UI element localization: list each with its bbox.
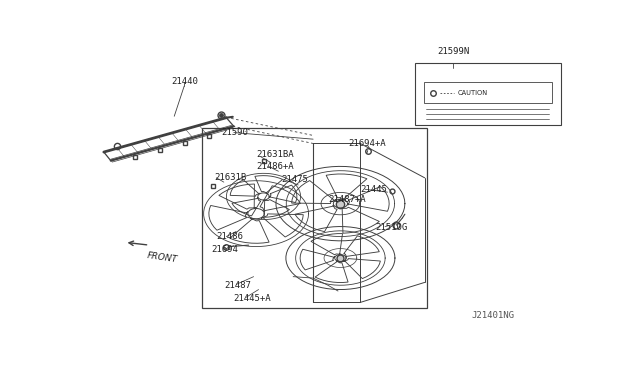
Text: 21486+A: 21486+A [256, 162, 294, 171]
Text: 21487+A: 21487+A [328, 195, 365, 204]
Text: J21401NG: J21401NG [472, 311, 515, 320]
Text: CAUTION: CAUTION [458, 90, 488, 96]
Text: 21590: 21590 [221, 128, 248, 137]
Text: FRONT: FRONT [147, 251, 179, 264]
Text: 21694: 21694 [211, 245, 238, 254]
Bar [424, 82, 552, 103]
Text: 21631BA: 21631BA [256, 150, 294, 160]
Text: 21631B: 21631B [214, 173, 246, 182]
Text: 21445: 21445 [360, 185, 387, 194]
Text: 21440: 21440 [172, 77, 198, 86]
Text: 21510G: 21510G [375, 224, 408, 232]
Text: 21475: 21475 [281, 175, 308, 184]
Text: 21486: 21486 [216, 232, 243, 241]
Bar [202, 128, 428, 308]
Bar [415, 63, 561, 125]
Text: 21599N: 21599N [437, 46, 470, 55]
Text: 21487: 21487 [224, 281, 251, 290]
Text: 21445+A: 21445+A [234, 294, 271, 303]
Text: 21694+A: 21694+A [348, 139, 385, 148]
